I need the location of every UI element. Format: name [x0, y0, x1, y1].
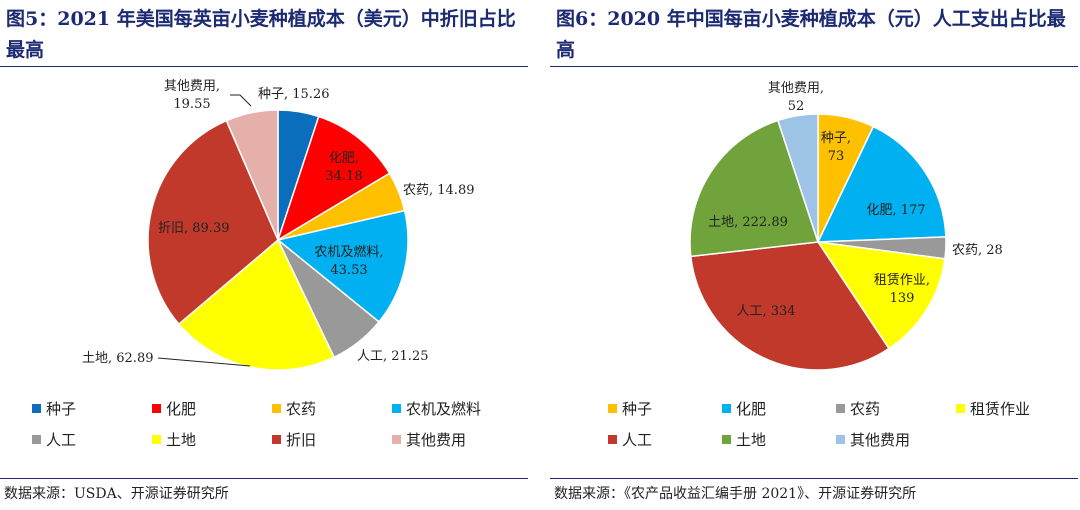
legend-item-4: 农机及燃料 [406, 400, 481, 418]
legend-item-6: 土地 [166, 431, 196, 449]
data-label-2: 化肥, 177 [866, 203, 925, 218]
legend-swatch [392, 435, 401, 444]
pie-slice-7 [147, 119, 279, 326]
pie-slice-2 [816, 125, 947, 243]
legend-item-8: 其他费用 [406, 431, 466, 449]
data-label-1: 种子, 15.26 [258, 87, 329, 102]
title-divider [550, 66, 1078, 67]
data-label-7: 其他费用, 52 [768, 81, 824, 114]
legend-swatch [836, 435, 845, 444]
legend-item-1: 种子 [46, 400, 76, 418]
chart-title: 图5：2021 年美国每英亩小麦种植成本（美元）中折旧占比最高 [6, 8, 516, 61]
pie-chart-cn-wheat-cost: 种子, 73 化肥, 177 农药, 28 租赁作业, 139 人工, 334 土地, 222… [608, 81, 1030, 449]
legend-swatch [272, 435, 281, 444]
figure-6-panel: 图6：2020 年中国每亩小麦种植成本（元）人工支出占比最高 种子, 73 化肥, … [550, 0, 1080, 510]
legend-item-3: 农药 [850, 400, 880, 418]
label-leader-line [230, 94, 252, 107]
data-label-3: 农药, 28 [952, 243, 1003, 258]
source-divider [550, 478, 1078, 479]
legend-swatch [608, 435, 617, 444]
pie-slice-4 [816, 241, 946, 350]
legend-swatch [152, 404, 161, 413]
pie-slice-2 [276, 115, 391, 242]
pie-slice-7 [776, 113, 819, 243]
legend-item-7: 折旧 [286, 431, 316, 449]
legend-item-2: 化肥 [736, 400, 766, 418]
legend-item-5: 人工 [46, 431, 76, 449]
data-label-5: 人工, 334 [736, 304, 795, 319]
pie-slices [689, 113, 947, 371]
data-label-2: 化肥, 34.18 [325, 151, 362, 184]
data-label-8: 其他费用, 19.55 [164, 79, 220, 112]
source-note: 数据来源：USDA、开源证券研究所 [4, 486, 229, 502]
pie-slices [147, 109, 409, 371]
label-leader-line [157, 357, 251, 367]
data-label-5: 人工, 21.25 [357, 349, 428, 364]
legend-swatch [608, 404, 617, 413]
legend-item-5: 人工 [622, 431, 652, 449]
legend-item-1: 种子 [622, 400, 652, 418]
pie-slice-4 [276, 209, 409, 323]
data-label-1: 种子, 73 [821, 131, 851, 164]
legend-item-3: 农药 [286, 400, 316, 418]
data-label-7: 折旧, 89.39 [158, 221, 229, 236]
figure-5-panel: 图5：2021 年美国每英亩小麦种植成本（美元）中折旧占比最高 种子, 15.2… [0, 0, 530, 510]
title-divider [0, 66, 528, 67]
legend-swatch [722, 435, 731, 444]
legend-swatch [32, 435, 41, 444]
source-divider [0, 478, 528, 479]
legend-swatch [152, 435, 161, 444]
legend-swatch [956, 404, 965, 413]
legend-swatch [32, 404, 41, 413]
pie-slice-8 [225, 109, 279, 241]
data-label-6: 土地, 222.89 [708, 215, 788, 230]
source-note: 数据来源：《农产品收益汇编手册 2021》、开源证券研究所 [554, 486, 917, 502]
pie-slice-5 [689, 241, 891, 371]
legend-item-4: 租赁作业 [970, 400, 1030, 418]
legend-item-6: 土地 [736, 431, 766, 449]
legend-swatch [272, 404, 281, 413]
data-label-4: 租赁作业, 139 [874, 273, 930, 306]
pie-slice-6 [177, 238, 336, 371]
legend-swatch [722, 404, 731, 413]
data-label-4: 农机及燃料, 43.53 [314, 244, 383, 278]
pie-chart-us-wheat-cost: 种子, 15.26 化肥, 34.18 农药, 14.89 农机及燃料, 43.53 人工,… [32, 79, 481, 449]
legend-swatch [392, 404, 401, 413]
data-label-6: 土地, 62.89 [82, 351, 153, 366]
legend-item-2: 化肥 [166, 400, 196, 418]
legend-swatch [836, 404, 845, 413]
data-label-3: 农药, 14.89 [403, 183, 474, 198]
pie-slice-6 [689, 119, 820, 258]
chart-title: 图6：2020 年中国每亩小麦种植成本（元）人工支出占比最高 [556, 8, 1066, 61]
legend-item-7: 其他费用 [850, 431, 910, 449]
